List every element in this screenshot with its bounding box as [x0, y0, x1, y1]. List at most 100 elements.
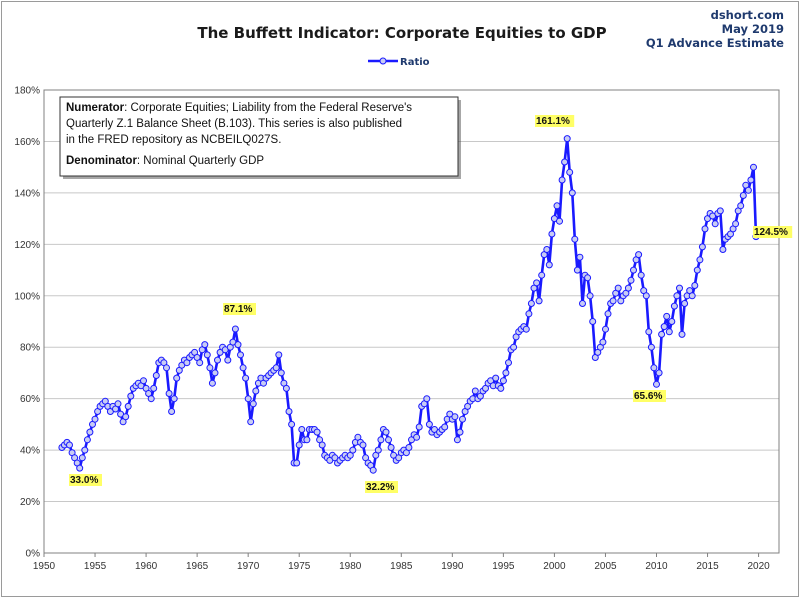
data-point — [522, 325, 530, 333]
source-label: dshort.com — [711, 8, 784, 22]
data-point — [609, 297, 617, 305]
data-point — [739, 192, 747, 199]
y-tick-label: 20% — [20, 497, 40, 508]
data-point — [561, 158, 569, 166]
numerator-label: Numerator — [66, 102, 125, 114]
data-point — [168, 408, 176, 415]
callout-highlight — [535, 115, 575, 127]
data-point — [737, 202, 745, 210]
denominator-text: : Nominal Quarterly GDP — [137, 155, 265, 167]
data-point — [114, 400, 122, 408]
data-point — [298, 426, 306, 433]
data-point — [239, 364, 247, 372]
callout-label: 87.1% — [224, 304, 252, 315]
data-point — [377, 436, 385, 444]
data-point — [86, 428, 94, 436]
data-point — [150, 384, 158, 392]
data-point — [385, 436, 392, 444]
x-tick-label: 1995 — [492, 561, 515, 572]
data-point — [471, 387, 479, 395]
data-point — [425, 420, 433, 428]
data-point — [553, 202, 561, 210]
y-tick-label: 140% — [14, 188, 40, 199]
data-point — [318, 441, 326, 449]
data-point — [630, 266, 637, 274]
data-point — [413, 433, 421, 441]
x-tick-label: 1965 — [186, 561, 209, 572]
data-point — [627, 276, 635, 284]
data-point — [655, 369, 663, 377]
data-point — [665, 328, 673, 336]
denominator-label: Denominator — [66, 155, 137, 167]
numerator-line-3: in the FRED repository as NCBEILQ027S. — [66, 134, 281, 146]
x-axis-ticks: 1950 1955 1960 1965 1970 1975 1980 1985 1990 1995… — [33, 553, 770, 572]
data-point — [563, 135, 571, 143]
data-point — [533, 279, 541, 287]
data-point — [152, 372, 160, 379]
data-point — [275, 351, 283, 359]
data-point — [405, 444, 413, 451]
data-point — [234, 341, 242, 349]
data-point — [382, 428, 390, 436]
data-point — [502, 369, 510, 377]
data-point — [441, 423, 449, 431]
data-point — [244, 395, 252, 403]
legend: Ratio — [368, 57, 430, 68]
legend-label-ratio: Ratio — [400, 57, 430, 68]
data-point — [91, 415, 99, 423]
data-point — [624, 284, 632, 292]
y-tick-label: 40% — [20, 446, 40, 457]
data-point — [696, 256, 704, 264]
data-point — [456, 428, 464, 436]
callout-label: 161.1% — [536, 116, 570, 127]
data-point — [693, 266, 701, 274]
annotation-background — [59, 96, 459, 177]
callout-label: 124.5% — [754, 227, 788, 238]
y-tick-label: 120% — [14, 240, 40, 251]
data-point — [293, 459, 301, 467]
data-point — [548, 230, 556, 238]
data-point — [543, 246, 551, 253]
data-point — [140, 377, 147, 385]
data-point — [231, 325, 239, 333]
data-point — [163, 364, 170, 372]
data-point — [747, 176, 755, 184]
data-point — [681, 300, 689, 307]
data-point — [658, 330, 666, 338]
data-point — [206, 364, 214, 372]
data-point — [295, 441, 303, 449]
data-point — [505, 359, 512, 367]
data-point — [663, 312, 671, 320]
x-tick-label: 2000 — [543, 561, 566, 572]
estimate-label: Q1 Advance Estimate — [646, 36, 784, 50]
numerator-text-1: : Corporate Equities; Liability from the… — [124, 102, 412, 114]
data-point — [374, 446, 382, 454]
data-point — [647, 343, 655, 351]
x-tick-label: 1985 — [390, 561, 413, 572]
data-point — [599, 338, 607, 346]
data-point — [224, 356, 232, 364]
x-tick-label: 2005 — [594, 561, 617, 572]
data-point — [208, 379, 216, 387]
denominator-line: Denominator: Nominal Quarterly GDP — [66, 155, 264, 167]
data-point — [635, 251, 643, 259]
data-point — [558, 176, 566, 184]
y-tick-label: 160% — [14, 137, 40, 148]
data-point — [602, 325, 609, 333]
data-point — [288, 420, 296, 428]
x-tick-label: 2015 — [696, 561, 719, 572]
data-callouts: 33.0% 87.1% 32.2% 161.1% 65.6% 124.5% — [69, 115, 793, 493]
data-point — [571, 235, 579, 243]
data-point — [459, 415, 466, 423]
data-point — [525, 310, 533, 318]
data-point — [147, 395, 155, 403]
data-point — [678, 330, 686, 338]
data-point — [124, 402, 132, 410]
chart-title: The Buffett Indicator: Corporate Equitie… — [197, 24, 606, 42]
data-point — [277, 369, 285, 377]
x-tick-label: 1980 — [339, 561, 362, 572]
x-tick-label: 1975 — [288, 561, 311, 572]
data-point — [247, 418, 255, 426]
x-tick-label: 1990 — [441, 561, 464, 572]
